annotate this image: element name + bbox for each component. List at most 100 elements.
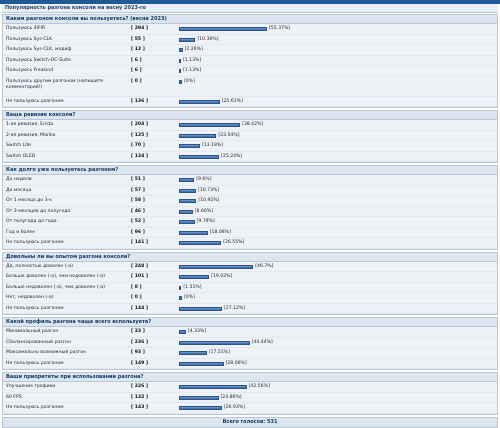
option-label: Не пользуюсь разгоном [6, 360, 64, 366]
result-bar [179, 69, 181, 73]
option-label: Минимальный разгон [6, 329, 59, 334]
result-bar [179, 48, 183, 52]
option-percent: [46.7%] [255, 263, 274, 269]
vote-count-value: 0 [134, 295, 138, 300]
option-percent: [26.93%] [223, 405, 245, 410]
option-label: Пользуюсь другим разгоном (напишите комм… [6, 78, 104, 90]
vote-count: [ 144 ] [131, 305, 148, 311]
option-percent: [42.56%] [248, 384, 270, 389]
poll-option-row: Не пользуюсь разгоном [ 136 ] [25.61%] [3, 96, 497, 107]
result-bar [179, 188, 197, 193]
option-label: Пользуюсь 4IFIR [6, 26, 46, 31]
poll-option-row: 1-ая ревизия, Erista [ 204 ] [38.42%] [3, 120, 497, 131]
poll-question-block: Какой профиль разгона чаще всего использ… [2, 317, 498, 370]
vote-count-value: 236 [134, 339, 145, 345]
vote-count: [ 52 ] [131, 219, 145, 224]
result-bar [179, 144, 200, 148]
result-bar [179, 99, 220, 104]
vote-count-value: 149 [134, 360, 145, 366]
poll-option-row: Нет, недоволен (-а) [ 0 ] [0%] [3, 293, 497, 304]
option-percent: [25.24%] [221, 153, 243, 159]
option-percent: [10.73%] [198, 187, 220, 193]
vote-count: [ 51 ] [131, 177, 145, 182]
poll-option-row: Пользуюсь 4IFIR [ 294 ] [55.37%] [3, 24, 497, 35]
vote-count: [ 294 ] [131, 26, 148, 31]
question-title: Каким разгоном консоли вы пользуетесь? (… [3, 15, 497, 24]
option-label: Больше недоволен (-а), чем доволен (-а) [6, 284, 105, 290]
result-bar [179, 385, 247, 389]
poll-question-block: Каким разгоном консоли вы пользуетесь? (… [2, 14, 498, 108]
option-percent: [1.13%] [183, 57, 202, 63]
vote-count: [ 125 ] [131, 132, 148, 138]
option-label: Не пользуюсь разгоном [6, 240, 64, 245]
option-label: Switch Lite [6, 143, 32, 148]
poll-question-block: Как долго уже пользуетесь разгоном? До не… [2, 165, 498, 250]
option-label: Максимально возможный разгон [6, 350, 87, 355]
vote-count: [ 132 ] [131, 394, 148, 400]
result-bar [179, 361, 224, 366]
result-bar [179, 395, 219, 400]
option-label: Не пользуюсь разгоном [6, 405, 64, 410]
result-bar [179, 220, 195, 224]
vote-count: [ 57 ] [131, 187, 145, 193]
option-percent: [17.51%] [208, 350, 230, 355]
option-label: 60 FPS [6, 394, 22, 400]
poll-option-row: Не пользуюсь разгоном [ 143 ] [26.93%] [3, 403, 497, 414]
vote-count-value: 55 [134, 36, 142, 42]
vote-count: [ 136 ] [131, 98, 148, 104]
option-label: Не пользуюсь разгоном [6, 98, 64, 104]
result-bar [179, 58, 181, 63]
option-percent: [26.55%] [223, 240, 245, 245]
result-bar [179, 275, 210, 279]
vote-count: [ 236 ] [131, 339, 148, 345]
poll-option-row: Пользуюсь Switch-OC-Suite [ 6 ] [1.13%] [3, 55, 497, 66]
poll-option-row: Не пользуюсь разгоном [ 149 ] [28.06%] [3, 358, 497, 369]
result-bar [179, 178, 195, 182]
option-label: Больше доволен (-а), чем недоволен (-а) [6, 274, 105, 279]
vote-count-value: 6 [134, 68, 138, 73]
poll-option-row: От полугода до года [ 52 ] [9.79%] [3, 217, 497, 228]
vote-count-value: 101 [134, 274, 145, 279]
option-percent: [10.36%] [197, 36, 219, 42]
vote-count: [ 6 ] [131, 68, 142, 73]
poll-option-row: Switch Lite [ 70 ] [13.18%] [3, 141, 497, 152]
option-label: До недели [6, 177, 32, 182]
vote-count-value: 248 [134, 263, 145, 269]
result-bar [179, 241, 222, 245]
option-percent: [10.92%] [198, 198, 220, 203]
question-title: Довольны ли вы опытом разгона консоли? [3, 252, 497, 262]
option-label: Сбалансированный разгон [6, 339, 71, 345]
vote-count-value: 0 [134, 78, 138, 84]
vote-count-value: 57 [134, 187, 142, 193]
option-label: 1-ая ревизия, Erista [6, 122, 54, 127]
result-bar [179, 351, 207, 355]
vote-count-value: 70 [134, 143, 142, 148]
result-bar [179, 154, 220, 159]
result-bar [179, 27, 267, 31]
option-label: Да, полностью доволен (-а) [6, 263, 73, 269]
poll-question-block: Довольны ли вы опытом разгона консоли? Да… [2, 251, 498, 315]
vote-count-value: 93 [134, 350, 142, 355]
option-percent: [24.86%] [220, 394, 242, 400]
result-bar [179, 285, 182, 290]
option-label: От 3-месяцев до полугода [6, 208, 71, 214]
poll-option-row: До месяца [ 57 ] [10.73%] [3, 185, 497, 196]
option-label: Switch OLED [6, 153, 36, 159]
poll-option-row: Switch OLED [ 134 ] [25.24%] [3, 151, 497, 162]
vote-count: [ 101 ] [131, 274, 148, 279]
vote-count-value: 134 [134, 153, 145, 159]
vote-count: [ 8 ] [131, 284, 142, 290]
option-percent: [0%] [184, 295, 195, 300]
vote-count-value: 141 [134, 240, 145, 245]
poll-option-row: От 1 месяца до 3-х [ 58 ] [10.92%] [3, 196, 497, 207]
option-label: 2-ая ревизия, Mariko [6, 132, 56, 138]
result-bar [179, 264, 254, 269]
vote-count-value: 46 [134, 208, 142, 214]
poll-results: Каким разгоном консоли вы пользуетесь? (… [2, 14, 498, 428]
vote-count-value: 12 [134, 47, 142, 52]
option-percent: [9.6%] [196, 177, 212, 182]
option-percent: [1.13%] [183, 68, 202, 73]
result-bar [179, 199, 197, 203]
poll-option-row: 60 FPS [ 132 ] [24.86%] [3, 392, 497, 403]
vote-count-value: 96 [134, 229, 142, 235]
